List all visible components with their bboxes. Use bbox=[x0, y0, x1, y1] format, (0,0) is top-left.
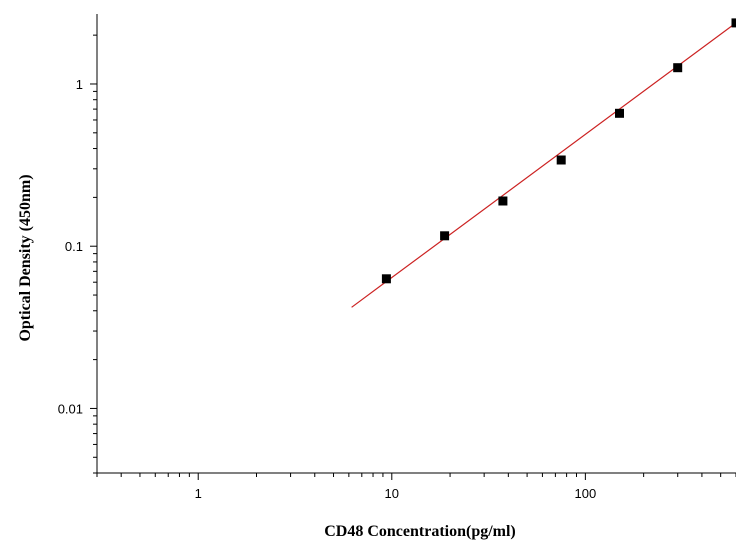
data-point bbox=[673, 63, 682, 72]
axes bbox=[97, 14, 736, 473]
data-point bbox=[615, 109, 624, 118]
data-point bbox=[732, 18, 736, 27]
data-point bbox=[440, 231, 449, 240]
x-tick-label: 100 bbox=[575, 486, 597, 501]
x-tick-label: 1 bbox=[195, 486, 202, 501]
axis-ticks: 1 10 100 0.01 0.1 1 bbox=[58, 35, 736, 501]
y-tick-label: 0.01 bbox=[58, 401, 83, 416]
y-tick-label: 0.1 bbox=[65, 239, 83, 254]
y-axis-title: Optical Density (450nm) bbox=[17, 174, 34, 341]
data-point bbox=[382, 274, 391, 283]
data-point bbox=[557, 156, 566, 165]
x-axis-title: CD48 Concentration(pg/ml) bbox=[324, 523, 516, 540]
y-tick-label: 1 bbox=[76, 77, 83, 92]
data-point bbox=[498, 197, 507, 206]
x-tick-label: 10 bbox=[385, 486, 399, 501]
data-points bbox=[382, 18, 736, 283]
